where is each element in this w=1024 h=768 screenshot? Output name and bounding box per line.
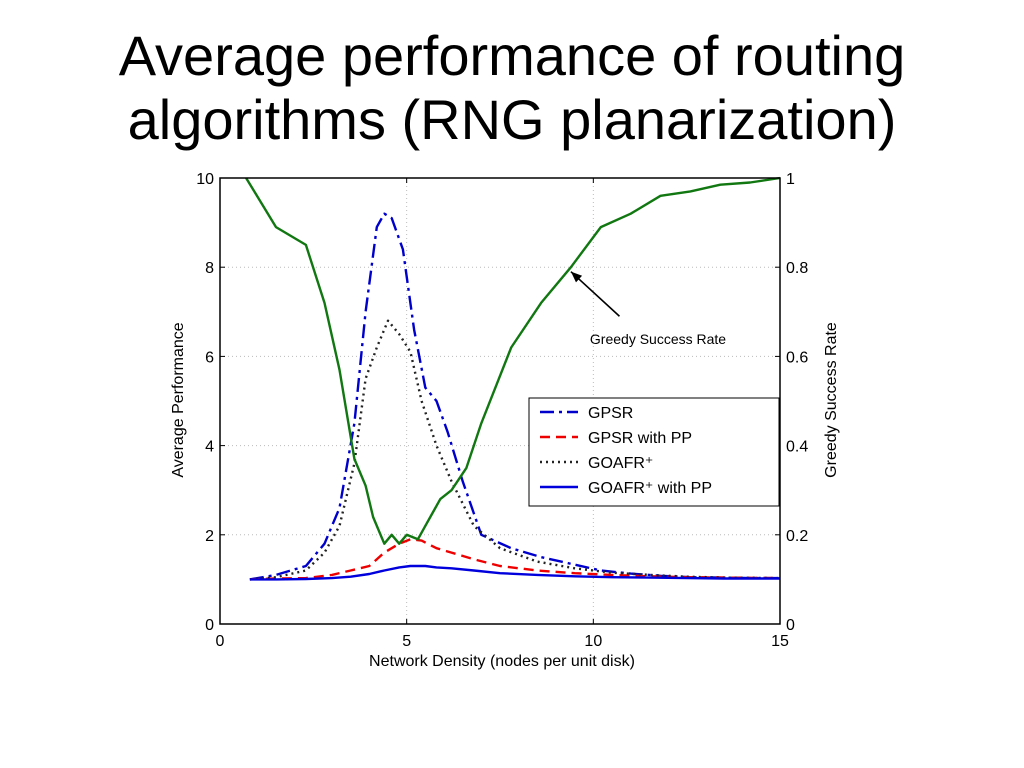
x-tick-label: 15 (771, 633, 789, 650)
x-tick-label: 0 (216, 633, 225, 650)
series-line-greedy-success-rate (245, 176, 781, 545)
y-tick-label: 4 (205, 439, 214, 456)
series-line-goafr-with-pp (249, 564, 780, 581)
y2-tick-label: 0 (786, 617, 795, 634)
y-tick-label: 6 (205, 349, 214, 366)
grid-layer (220, 178, 780, 624)
series-layer (245, 176, 781, 581)
legend-label: GOAFR⁺ with PP (588, 480, 712, 497)
x-tick-label: 5 (402, 633, 411, 650)
y2-tick-label: 0.4 (786, 439, 808, 456)
legend-label: GPSR (588, 405, 633, 422)
annotation: Greedy Success Rate (570, 271, 726, 347)
slide-title: Average performance of routing algorithm… (0, 24, 1024, 152)
slide-title-line-1: Average performance of routing (118, 24, 906, 87)
annotation-arrowhead (570, 271, 583, 283)
slide-title-line-2: algorithms (RNG planarization) (127, 88, 897, 151)
legend-label: GPSR with PP (588, 430, 692, 447)
y-tick-label: 2 (205, 528, 214, 545)
y2-tick-label: 0.2 (786, 528, 808, 545)
legend-items: GPSR GPSR with PP GOAFR⁺ GOAFR⁺ with PP (540, 405, 712, 497)
y-tick-label: 0 (205, 617, 214, 634)
legend-label: GOAFR⁺ (588, 455, 653, 472)
x-tick-label: 10 (584, 633, 602, 650)
x-axis-label: Network Density (nodes per unit disk) (369, 653, 635, 670)
plot-frame (219, 177, 781, 625)
series-line-goafr (249, 319, 781, 581)
y2-tick-label: 0.6 (786, 349, 808, 366)
series-line-gpsr-with-pp (249, 538, 781, 581)
series-line-gpsr (249, 212, 780, 581)
y2-tick-label: 0.8 (786, 260, 808, 277)
y-tick-label: 8 (205, 260, 214, 277)
y2-tick-label: 1 (786, 171, 795, 188)
y2-axis-label: Greedy Success Rate (823, 322, 840, 478)
annotation-label: Greedy Success Rate (590, 331, 726, 347)
legend: GPSR GPSR with PP GOAFR⁺ GOAFR⁺ with PP (528, 397, 780, 507)
y-axis-label: Average Performance (170, 322, 187, 477)
y-tick-label: 10 (196, 171, 214, 188)
